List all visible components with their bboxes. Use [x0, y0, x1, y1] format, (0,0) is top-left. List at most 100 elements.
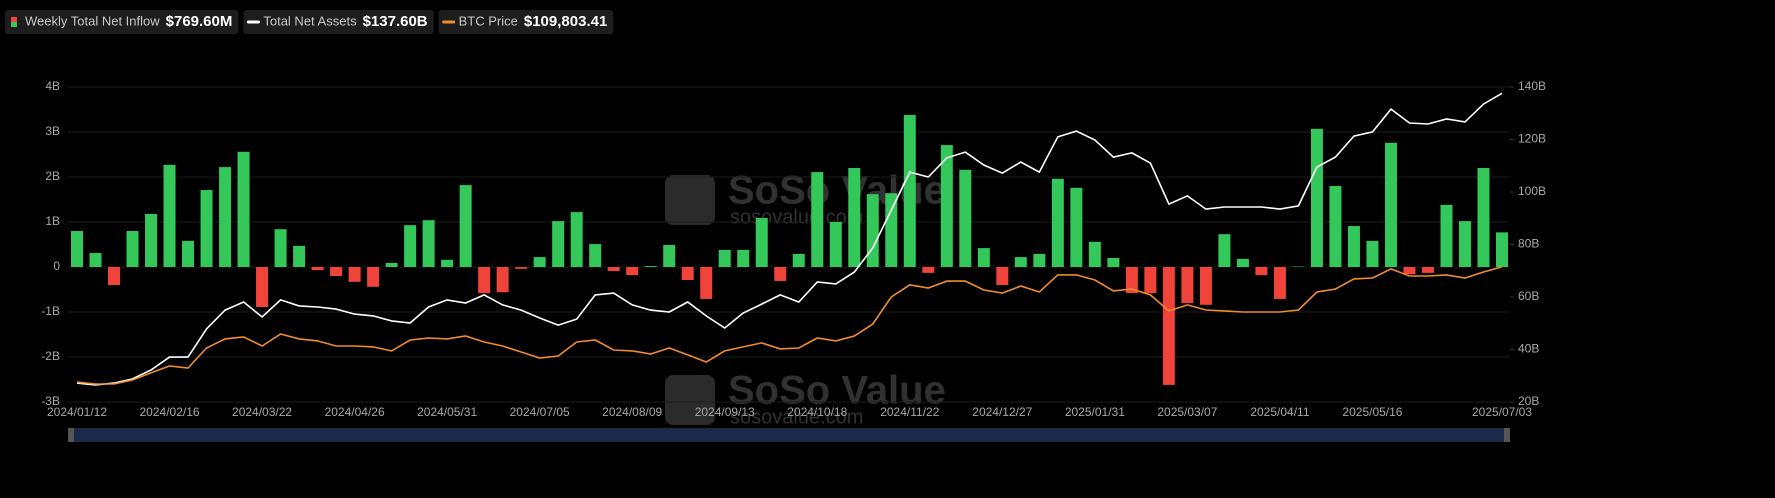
bar: [552, 221, 565, 267]
bar: [108, 267, 121, 285]
x-tick-label: 2024/04/26: [325, 405, 385, 419]
bar: [700, 267, 713, 299]
y2-tick-label: 140B: [1518, 79, 1546, 93]
bar: [163, 164, 176, 267]
bar: [755, 217, 768, 267]
bar: [459, 185, 472, 267]
bar: [1255, 267, 1268, 276]
x-tick-label: 2024/12/27: [972, 405, 1032, 419]
y-tick-label: 2B: [45, 169, 60, 183]
y2-tick-label: 20B: [1518, 394, 1539, 408]
y-tick-label: 0: [53, 259, 60, 273]
watermark-logo: [665, 175, 715, 225]
x-tick-label: 2024/10/18: [787, 405, 847, 419]
bar: [866, 194, 879, 267]
bar: [367, 267, 380, 287]
bar: [663, 244, 676, 267]
bar: [1162, 267, 1175, 385]
bar: [589, 244, 602, 267]
navigator-handle[interactable]: [68, 428, 74, 442]
bar: [1310, 128, 1323, 267]
bar: [626, 267, 639, 276]
x-tick-label: 2025/04/11: [1250, 405, 1309, 419]
watermark-site: sosovalue.com: [730, 206, 863, 228]
bar: [1347, 226, 1360, 267]
bar: [977, 248, 990, 267]
bar: [1421, 267, 1434, 273]
bar: [1218, 234, 1231, 267]
bar: [1144, 267, 1157, 294]
bar: [1329, 186, 1342, 267]
bar: [348, 267, 361, 282]
bar: [1051, 178, 1064, 267]
y-tick-label: 3B: [45, 124, 60, 138]
bar: [330, 267, 343, 276]
legend-name: Weekly Total Net Inflow: [25, 13, 160, 28]
bar: [256, 267, 269, 308]
bar: [829, 222, 842, 267]
bar: [940, 145, 953, 267]
line: [76, 92, 1503, 386]
bar: [848, 168, 861, 267]
bar: [903, 114, 916, 268]
bar: [885, 193, 898, 267]
bar: [422, 220, 435, 267]
navigator-handle[interactable]: [1504, 428, 1510, 442]
bar: [959, 169, 972, 267]
bar: [515, 267, 528, 269]
legend-chip: [243, 10, 434, 34]
x-tick-label: 2024/07/05: [510, 405, 570, 419]
bar: [1107, 258, 1120, 267]
legend-item: BTC Price $109,803.41: [438, 10, 614, 34]
watermark-logo: [665, 375, 715, 425]
x-tick-label: 2024/05/31: [417, 405, 477, 419]
bar: [681, 267, 694, 281]
legend-item: Total Net Assets $137.60B: [243, 10, 434, 34]
bar: [89, 253, 102, 267]
bar: [1014, 257, 1027, 267]
bar: [1199, 267, 1212, 305]
bar: [1458, 221, 1471, 267]
bar: [237, 151, 250, 267]
bar: [607, 267, 620, 272]
bar: [922, 267, 935, 273]
y-tick-label: -2B: [41, 349, 60, 363]
watermark: SoSo Value sosovalue.com SoSo Value soso…: [665, 169, 946, 428]
y-tick-label: -3B: [41, 394, 60, 408]
navigator-track: [68, 428, 1510, 442]
y-tick-label: 1B: [45, 214, 60, 228]
x-tick-label: 2024/09/13: [695, 405, 755, 419]
bar: [1366, 240, 1379, 267]
bar: [1088, 241, 1101, 267]
bar: [478, 267, 491, 294]
bar: [570, 212, 583, 267]
legend-item: Weekly Total Net Inflow $769.60M: [5, 10, 239, 34]
bar: [1125, 267, 1138, 294]
legend-name: BTC Price: [459, 13, 518, 28]
legend-swatch: [11, 17, 17, 22]
navigator[interactable]: [68, 428, 1510, 442]
bar: [1384, 142, 1397, 267]
bar: [1496, 232, 1508, 267]
bar: [385, 262, 398, 267]
y2-tick-label: 60B: [1518, 289, 1539, 303]
bar: [1236, 258, 1249, 267]
legend-value: $137.60B: [363, 13, 428, 30]
legend-name: Total Net Assets: [263, 13, 357, 28]
bar: [274, 229, 287, 267]
bar: [811, 172, 824, 267]
bar: [404, 225, 417, 267]
bar: [533, 257, 546, 267]
x-tick-label: 2024/03/22: [232, 405, 292, 419]
bar: [792, 253, 805, 267]
bar: [200, 190, 213, 267]
bar: [145, 213, 158, 267]
x-tick-label: 2024/02/16: [140, 405, 200, 419]
bar: [996, 267, 1009, 285]
bar: [1440, 204, 1453, 267]
bar: [1403, 267, 1416, 275]
bar: [182, 240, 195, 267]
x-tick-label: 2024/01/12: [47, 405, 107, 419]
x-tick-label: 2024/08/09: [602, 405, 662, 419]
watermark-site: sosovalue.com: [730, 406, 863, 428]
